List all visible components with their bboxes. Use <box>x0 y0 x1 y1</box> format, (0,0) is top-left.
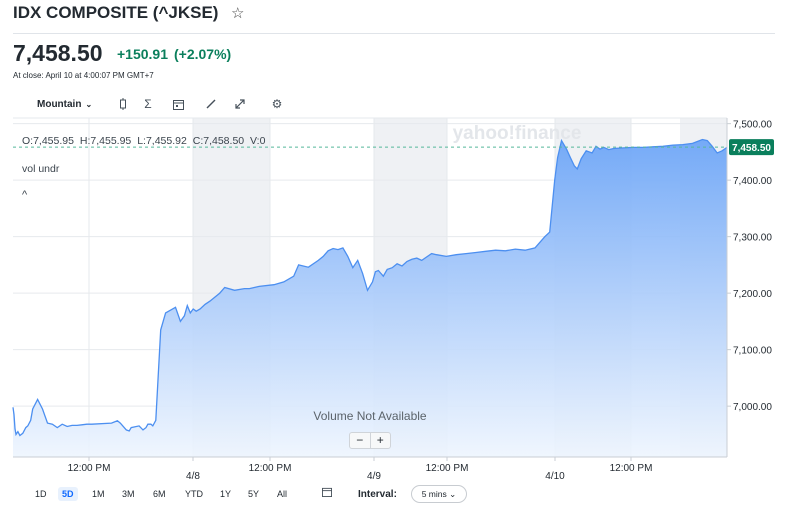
range-ytd[interactable]: YTD <box>185 489 203 499</box>
ohlc-legend: O:7,455.95 H:7,455.95 L:7,455.92 C:7,458… <box>22 135 268 147</box>
zoom-in-button[interactable]: + <box>376 433 384 447</box>
high-value: H:7,455.95 <box>79 135 132 147</box>
chevron-down-icon: ⌄ <box>85 99 93 109</box>
chevron-down-icon: ⌄ <box>449 489 457 499</box>
collapse-caret-icon[interactable]: ^ <box>22 189 28 201</box>
volume-value: V:0 <box>250 135 266 147</box>
expand-icon[interactable] <box>232 94 248 114</box>
chart-type-dropdown[interactable]: Mountain ⌄ <box>37 94 92 114</box>
low-value: L:7,455.92 <box>137 135 187 147</box>
range-5y[interactable]: 5Y <box>248 489 260 499</box>
page-title: IDX COMPOSITE (^JKSE) <box>13 3 219 22</box>
open-value: O:7,455.95 <box>22 135 74 147</box>
x-tick-label: 4/10 <box>545 471 565 482</box>
date-range-calendar-icon[interactable] <box>322 487 332 500</box>
y-tick-label: 7,500.00 <box>733 120 772 131</box>
pencil-icon[interactable] <box>203 94 219 114</box>
x-tick-label: 12:00 PM <box>426 463 469 474</box>
price-change: +150.91 (+2.07%) <box>117 46 231 62</box>
x-tick-label: 4/8 <box>186 471 200 482</box>
y-tick-label: 7,400.00 <box>733 176 772 187</box>
gear-icon[interactable]: ⚙ <box>271 97 283 111</box>
range-3m[interactable]: 3M <box>122 489 135 499</box>
y-tick-label: 7,300.00 <box>733 233 772 244</box>
close-timestamp: At close: April 10 at 4:00:07 PM GMT+7 <box>13 71 154 80</box>
price-area <box>13 139 727 457</box>
range-1m[interactable]: 1M <box>92 489 105 499</box>
star-icon[interactable]: ☆ <box>231 5 245 22</box>
yahoo-finance-watermark: yahoo!finance <box>453 123 582 144</box>
calendar-icon[interactable] <box>170 94 186 114</box>
range-1d[interactable]: 1D <box>35 489 47 499</box>
chart-type-label: Mountain <box>37 98 82 110</box>
close-value: C:7,458.50 <box>192 135 245 147</box>
x-tick-label: 12:00 PM <box>249 463 292 474</box>
header-divider <box>13 33 775 34</box>
price-change-percent: (+2.07%) <box>174 46 232 62</box>
range-5d[interactable]: 5D <box>58 487 78 501</box>
price-line <box>12 138 728 437</box>
current-price: 7,458.50 <box>13 40 103 66</box>
sigma-icon[interactable]: Σ <box>144 97 152 111</box>
zoom-out-button[interactable]: − <box>350 433 371 448</box>
candle-icon[interactable] <box>115 94 131 114</box>
zoom-control: − + <box>349 432 391 449</box>
y-tick-label: 7,100.00 <box>733 346 772 357</box>
y-tick-label: 7,200.00 <box>733 289 772 300</box>
range-1y[interactable]: 1Y <box>220 489 232 499</box>
interval-dropdown[interactable]: 5 mins ⌄ <box>411 485 467 503</box>
range-all[interactable]: All <box>277 489 288 499</box>
interval-value: 5 mins <box>421 489 447 499</box>
last-price-tag <box>729 139 774 156</box>
interval-label: Interval: <box>358 489 397 500</box>
x-tick-label: 4/9 <box>367 471 381 482</box>
y-tick-label: 7,000.00 <box>733 402 772 413</box>
last-price-label: 7,458.50 <box>732 143 771 154</box>
x-tick-label: 12:00 PM <box>610 463 653 474</box>
volume-not-available: Volume Not Available <box>313 409 427 423</box>
x-tick-label: 12:00 PM <box>68 463 111 474</box>
range-6m[interactable]: 6M <box>153 489 166 499</box>
vol-undr-label: vol undr <box>22 163 60 175</box>
price-change-value: +150.91 <box>117 46 168 62</box>
